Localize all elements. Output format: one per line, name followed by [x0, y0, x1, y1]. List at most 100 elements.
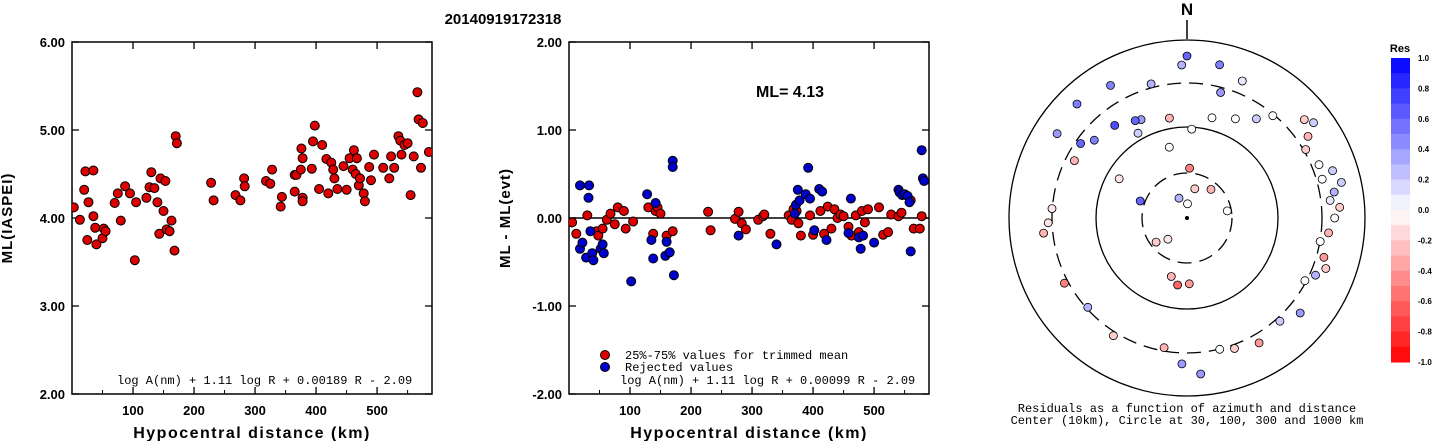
residual-point [1177, 359, 1187, 369]
plot2-ylabel: ML - ML(evt) [497, 168, 514, 268]
center-dot [1185, 216, 1189, 220]
residual-point [1183, 199, 1192, 209]
rejected-point [771, 239, 782, 250]
colorbar-cell [1391, 179, 1410, 196]
data-point [289, 186, 300, 197]
residual-point [1072, 99, 1082, 109]
residual-point [1268, 111, 1278, 121]
colorbar-tick-label: 0.6 [1418, 115, 1430, 124]
residual-point [1106, 81, 1115, 90]
data-point [338, 161, 349, 172]
ring-30km [1141, 172, 1233, 264]
data-point [328, 164, 339, 175]
residual-point [1324, 228, 1333, 238]
data-point [265, 178, 276, 189]
rejected-point [821, 235, 832, 245]
data-point [88, 211, 99, 222]
colorbar-tick-label: -0.6 [1418, 297, 1432, 306]
residual-point [1185, 163, 1194, 173]
rejected-point [598, 248, 609, 259]
panel-ml-residual: 100 200 300 400 500 -2.00 -1.00 0.00 1.00 2.00 ML… [497, 35, 930, 441]
data-point [158, 206, 169, 216]
plot2-points [569, 145, 929, 287]
rejected-point [588, 255, 599, 266]
north-label: N [1181, 0, 1193, 19]
colorbar-cell [1391, 255, 1410, 272]
residual-point [1303, 131, 1313, 141]
data-point [164, 226, 175, 237]
rejected-point [843, 228, 854, 238]
data-point [171, 138, 182, 149]
y-tick-label: 1.00 [537, 123, 562, 138]
residual-point [1159, 343, 1169, 353]
data-point [332, 184, 343, 194]
data-point [82, 235, 93, 245]
accepted-point [874, 202, 884, 213]
accepted-point [815, 206, 826, 216]
residual-point [1231, 114, 1240, 124]
residual-point [1216, 88, 1225, 97]
residual-point [1252, 114, 1261, 124]
accepted-point [703, 206, 714, 217]
residual-point [1275, 316, 1285, 326]
plot2-axis-ticks: 100 200 300 400 500 -2.00 -1.00 0.00 1.00 2.00 [532, 35, 929, 418]
data-point [83, 197, 94, 208]
data-point [129, 255, 140, 266]
residual-point [1301, 145, 1311, 154]
data-point [295, 164, 306, 175]
colorbar-cell [1391, 134, 1410, 150]
rejected-point [817, 186, 828, 197]
figure-title: 20140919172318 [445, 11, 562, 28]
data-point [341, 184, 352, 195]
residual-point [1109, 331, 1118, 341]
polar-caption-line1: Residuals as a function of azimuth and d… [1018, 402, 1356, 416]
colorbar-cell [1391, 88, 1410, 105]
colorbar-cell [1391, 301, 1410, 317]
ring-300km [1051, 82, 1323, 354]
data-point [306, 163, 317, 174]
rejected-point [733, 230, 744, 241]
data-point [169, 245, 180, 256]
residual-point [1114, 174, 1124, 184]
data-point [125, 188, 135, 199]
data-point [355, 173, 365, 184]
data-point [364, 162, 375, 172]
accepted-point [569, 217, 578, 228]
rejected-point [809, 225, 820, 236]
y-tick-label: 6.00 [40, 35, 65, 50]
colorbar-tick-label: 0.4 [1418, 145, 1430, 154]
x-tick-label: 400 [305, 403, 327, 418]
residual-point [1039, 228, 1048, 238]
colorbar-title: Res [1390, 43, 1410, 55]
polar-points [1039, 51, 1346, 379]
residual-point [1315, 237, 1325, 246]
rejected-point [905, 246, 916, 257]
accepted-point [733, 206, 744, 217]
residual-point [1237, 76, 1247, 86]
plot1-frame [71, 41, 433, 395]
residual-point [1177, 60, 1187, 70]
data-point [79, 184, 90, 195]
residual-point [1163, 234, 1173, 244]
accepted-point [605, 208, 616, 219]
residual-point [1190, 184, 1200, 194]
colorbar-cell [1391, 58, 1410, 74]
accepted-point [863, 204, 873, 215]
colorbar-cells [1391, 58, 1410, 363]
accepted-point [582, 210, 593, 221]
colorbar-cell [1391, 286, 1410, 302]
data-point [309, 120, 320, 131]
plot2-ml-annotation: ML= 4.13 [756, 84, 824, 101]
data-point [351, 153, 362, 164]
accepted-point [628, 216, 639, 227]
polar-caption-line2: Center (10km), Circle at 30, 100, 300 an… [1011, 414, 1364, 428]
accepted-point [609, 219, 620, 230]
data-point [88, 165, 99, 176]
rejected-point [585, 226, 596, 237]
data-point [160, 176, 171, 186]
residual-point [1182, 51, 1192, 61]
residual-point [1089, 135, 1099, 145]
residual-point [1215, 344, 1225, 354]
legend-accepted-marker [600, 350, 610, 360]
residual-point [1165, 113, 1174, 123]
